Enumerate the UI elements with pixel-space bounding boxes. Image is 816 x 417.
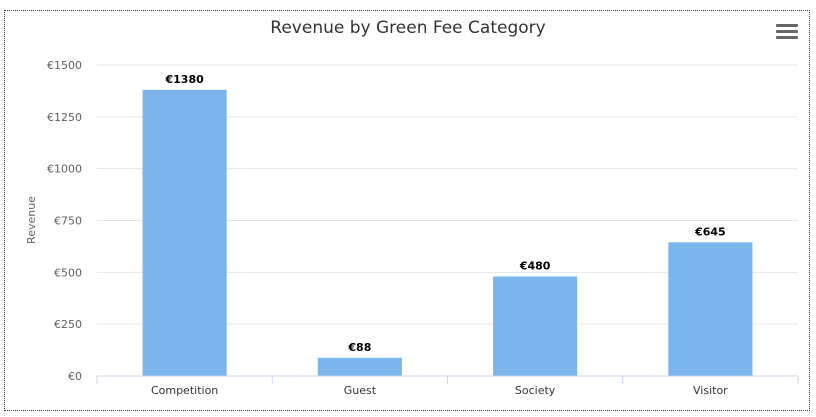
x-tick-label: Guest — [344, 384, 377, 397]
y-tick-label: €250 — [54, 318, 82, 331]
y-tick-label: €500 — [54, 266, 82, 279]
y-axis-label: Revenue — [25, 196, 38, 244]
bar-society[interactable] — [493, 276, 578, 376]
y-tick-label: €1250 — [47, 111, 82, 124]
y-tick-label: €750 — [54, 215, 82, 228]
chart-container — [4, 10, 810, 411]
data-label: €480 — [519, 259, 551, 272]
hamburger-menu-icon[interactable] — [776, 24, 798, 42]
bar-guest[interactable] — [317, 357, 402, 376]
bar-competition[interactable] — [142, 89, 227, 376]
x-tick-label: Society — [515, 384, 556, 397]
data-label: €88 — [347, 341, 371, 354]
x-axis: Competition Guest Society Visitor — [96, 375, 799, 397]
bars: €1380 €88 €480 €645 — [142, 73, 753, 376]
data-label: €645 — [694, 225, 726, 238]
y-tick-label: €1000 — [47, 163, 82, 176]
data-label: €1380 — [164, 73, 204, 86]
x-tick-label: Competition — [151, 384, 218, 397]
y-axis-ticks: €0 €250 €500 €750 €1000 €1250 €1500 — [47, 59, 82, 383]
x-tick-label: Visitor — [693, 384, 728, 397]
y-tick-label: €1500 — [47, 59, 82, 72]
bar-visitor[interactable] — [668, 242, 753, 376]
y-tick-label: €0 — [68, 370, 82, 383]
chart-title: Revenue by Green Fee Category — [270, 18, 546, 38]
